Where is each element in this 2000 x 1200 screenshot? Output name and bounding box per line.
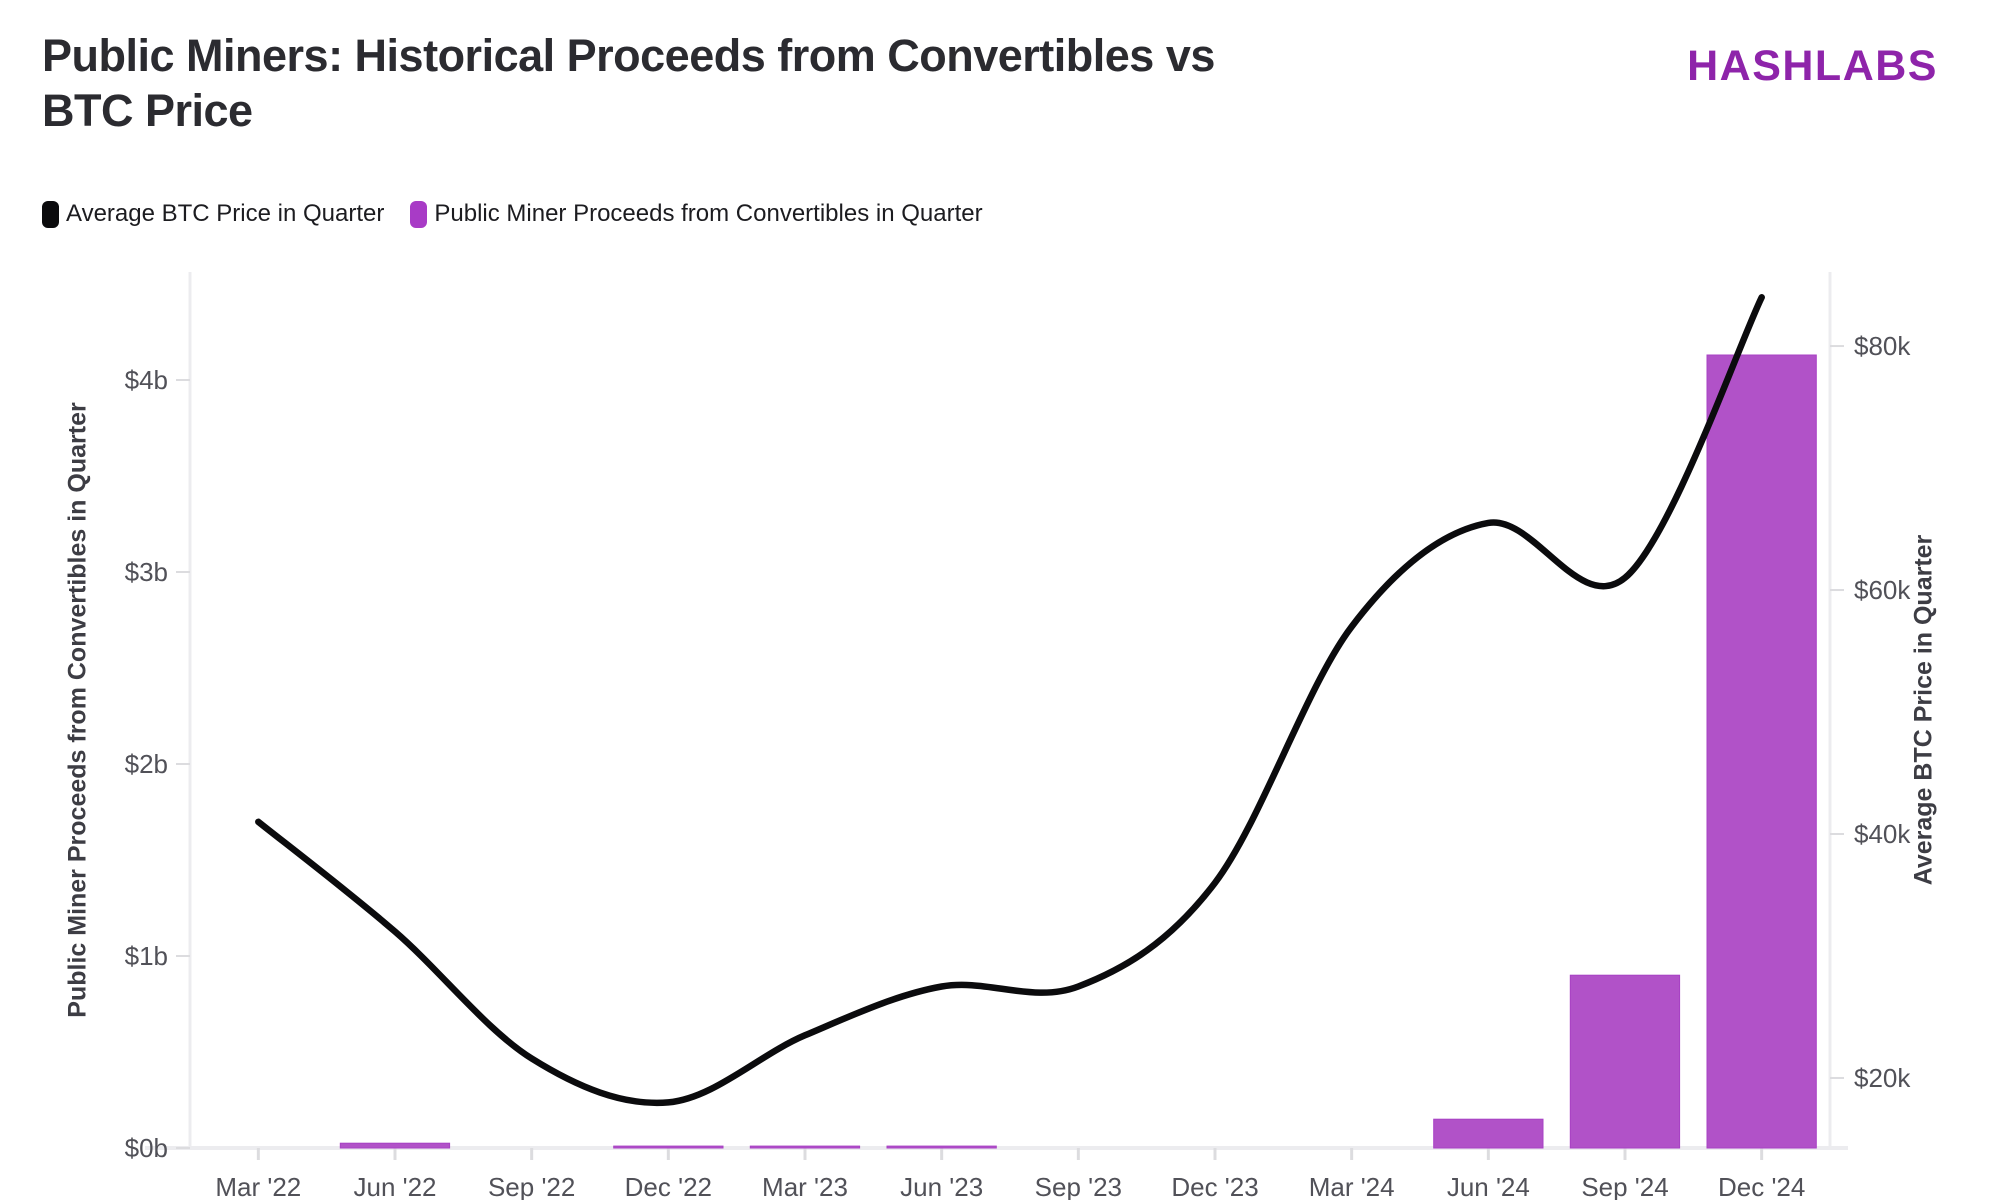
legend-item-proceeds: Public Miner Proceeds from Convertibles … (410, 200, 983, 228)
bar-jun--22 (339, 1142, 451, 1149)
right-tick-label: $60k (1854, 575, 1911, 605)
btc-price-line (255, 294, 1765, 1107)
legend-item-btc-price: Average BTC Price in Quarter (42, 200, 384, 228)
legend-label-btc-price: Average BTC Price in Quarter (66, 200, 385, 227)
left-tick-label: $3b (125, 557, 168, 587)
bar-dec--22 (613, 1145, 724, 1149)
right-tick-label: $20k (1854, 1063, 1911, 1093)
bar-mar--23 (749, 1145, 861, 1149)
x-tick-label: Mar '24 (1309, 1172, 1395, 1200)
legend-swatch-purple (410, 200, 428, 228)
page-title: Public Miners: Historical Proceeds from … (42, 28, 1542, 139)
bar-jun--24 (1433, 1118, 1544, 1149)
x-tick-label: Mar '23 (762, 1172, 848, 1200)
left-tick-label: $1b (125, 941, 168, 971)
legend-label-proceeds: Public Miner Proceeds from Convertibles … (434, 200, 983, 227)
legend: Average BTC Price in Quarter Public Mine… (42, 200, 983, 228)
x-tick-label: Dec '24 (1718, 1172, 1805, 1200)
page-title-line2: BTC Price (42, 85, 253, 137)
hashlabs-logo: HASHLABS (1687, 42, 1938, 90)
right-tick-label: $40k (1854, 819, 1911, 849)
x-tick-label: Dec '22 (625, 1172, 712, 1200)
x-tick-label: Sep '22 (488, 1172, 575, 1200)
x-tick-label: Jun '24 (1447, 1172, 1530, 1200)
x-tick-label: Jun '22 (353, 1172, 436, 1200)
x-tick-label: Jun '23 (900, 1172, 983, 1200)
bar-jun--23 (886, 1145, 997, 1149)
left-tick-label: $0b (125, 1133, 168, 1163)
bar-dec--24 (1706, 354, 1817, 1149)
x-tick-label: Mar '22 (215, 1172, 301, 1200)
left-tick-label: $2b (125, 749, 168, 779)
left-tick-label: $4b (125, 365, 168, 395)
x-tick-label: Sep '24 (1581, 1172, 1668, 1200)
bar-sep--24 (1569, 974, 1681, 1149)
x-tick-label: Sep '23 (1035, 1172, 1122, 1200)
x-tick-label: Dec '23 (1171, 1172, 1258, 1200)
page-title-line1: Public Miners: Historical Proceeds from … (42, 30, 1215, 81)
legend-swatch-black (42, 200, 59, 228)
right-tick-label: $80k (1854, 331, 1911, 361)
